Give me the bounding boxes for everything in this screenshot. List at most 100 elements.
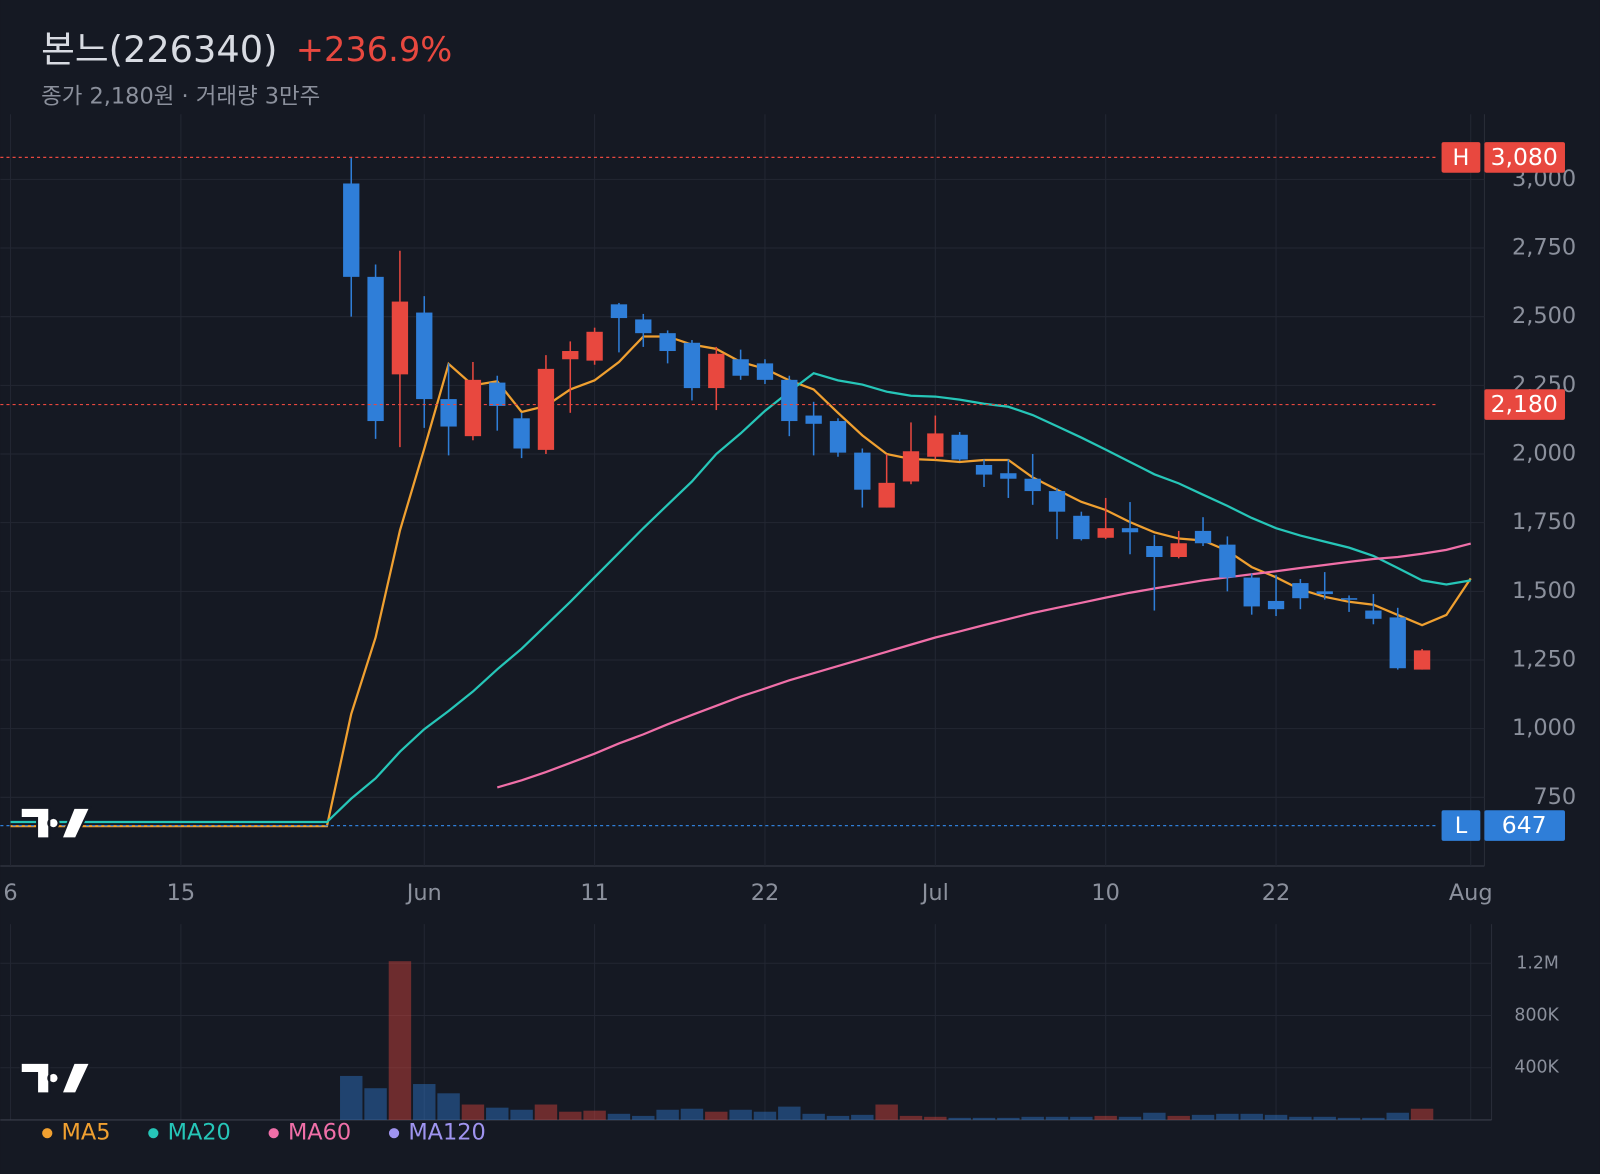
candle-body xyxy=(464,379,482,437)
candle-body xyxy=(367,276,384,422)
y-tick-label: 2,000 xyxy=(1512,441,1576,467)
volume-tick-label: 800K xyxy=(1514,1005,1559,1025)
price-value: 3,080 xyxy=(1491,143,1558,171)
x-tick-label: 10 xyxy=(1091,880,1120,906)
volume-bar xyxy=(1216,1113,1239,1120)
price-box xyxy=(1484,810,1565,841)
plot-layer: 7501,0001,2501,5001,7502,0002,2502,5002,… xyxy=(0,114,1576,1146)
volume-bar xyxy=(437,1093,460,1120)
candle-body xyxy=(975,464,993,475)
candle-body xyxy=(902,451,920,482)
y-tick-label: 2,500 xyxy=(1512,303,1576,329)
candle-body xyxy=(1194,530,1212,544)
candle-body xyxy=(1121,528,1139,533)
candle-body xyxy=(659,333,676,352)
candle-body xyxy=(878,482,895,508)
candle-body xyxy=(440,399,457,427)
candle-body xyxy=(805,415,822,424)
volume-bar xyxy=(1094,1115,1117,1120)
price-value: 2,180 xyxy=(1491,390,1558,418)
volume-bar xyxy=(1289,1116,1312,1120)
volume-bar xyxy=(899,1115,923,1120)
x-tick-label: 22 xyxy=(751,880,780,906)
volume-bar xyxy=(1070,1116,1093,1120)
candle-body xyxy=(708,353,725,389)
header-subtitle: 종가 2,180원 · 거래량 3만주 xyxy=(41,83,320,109)
x-tick-label: Aug xyxy=(1449,880,1493,906)
candle-body xyxy=(1267,600,1285,610)
candle-body xyxy=(1413,650,1431,670)
volume-bar xyxy=(388,961,412,1120)
volume-tick-label: 400K xyxy=(1514,1058,1559,1078)
x-tick-label: Jun xyxy=(405,880,442,906)
volume-bar xyxy=(778,1106,801,1120)
volume-bar xyxy=(607,1113,631,1120)
x-tick-label: 11 xyxy=(580,880,609,906)
candle-body xyxy=(1365,610,1382,619)
candle-body xyxy=(586,331,603,361)
legend-label: MA5 xyxy=(62,1120,111,1146)
candle-body xyxy=(756,363,774,380)
candle-body xyxy=(1316,591,1333,595)
volume-bar xyxy=(583,1110,606,1120)
volume-bar xyxy=(1313,1116,1336,1120)
legend-label: MA20 xyxy=(168,1120,231,1146)
price-name: H xyxy=(1453,145,1470,171)
volume-bar xyxy=(510,1109,533,1120)
legend-label: MA120 xyxy=(408,1120,485,1146)
candle-body xyxy=(1219,544,1236,578)
price-value: 647 xyxy=(1502,811,1547,839)
candle-body xyxy=(635,319,652,334)
y-tick-label: 1,750 xyxy=(1512,509,1576,535)
volume-bar xyxy=(1386,1112,1409,1120)
candle-body xyxy=(1292,583,1309,599)
volume-bar xyxy=(1191,1114,1215,1120)
volume-bar xyxy=(461,1104,485,1120)
candle-body xyxy=(683,342,701,389)
volume-tick-label: 1.2M xyxy=(1516,953,1559,973)
legend-marker xyxy=(268,1128,279,1139)
stock-name: 본느(226340) xyxy=(41,27,277,70)
volume-bar xyxy=(826,1115,850,1120)
candle-body xyxy=(1243,577,1260,607)
candle-body xyxy=(416,312,433,400)
x-tick-label: 6 xyxy=(3,880,17,906)
candle-body xyxy=(513,418,530,449)
ma-line xyxy=(10,371,1471,824)
candle-body xyxy=(562,351,579,360)
candle-body xyxy=(610,304,628,319)
y-tick-label: 1,500 xyxy=(1512,578,1576,604)
volume-bar xyxy=(632,1115,655,1120)
y-tick-label: 1,250 xyxy=(1512,646,1576,672)
candle-body xyxy=(343,183,360,277)
logo xyxy=(19,806,92,840)
candle-body xyxy=(391,301,409,375)
volume-bar xyxy=(1337,1117,1361,1120)
legend-label: MA60 xyxy=(288,1120,351,1146)
volume-bar xyxy=(705,1111,728,1120)
candle-body xyxy=(927,433,944,457)
candle-body xyxy=(1170,543,1187,557)
volume-bar xyxy=(1021,1116,1044,1120)
y-tick-label: 2,750 xyxy=(1512,235,1576,261)
candle-body xyxy=(854,452,871,490)
price-box xyxy=(1484,142,1565,173)
candle-body xyxy=(1073,515,1090,540)
candle-body xyxy=(951,434,968,460)
volume-bar xyxy=(972,1117,996,1120)
candle-body xyxy=(1340,598,1358,600)
logo xyxy=(19,1061,92,1095)
candle-body xyxy=(1024,478,1041,492)
volume-bar xyxy=(875,1104,898,1120)
volume-bar xyxy=(1143,1112,1166,1120)
volume-bar xyxy=(948,1117,971,1120)
legend-marker xyxy=(148,1128,159,1139)
candle-body xyxy=(1000,473,1017,479)
volume-bar xyxy=(1264,1114,1288,1120)
price-change: +236.9% xyxy=(296,29,452,68)
volume-bar xyxy=(559,1111,582,1120)
volume-bar xyxy=(997,1117,1020,1120)
volume-bar xyxy=(534,1104,558,1120)
volume-bar xyxy=(1410,1108,1434,1120)
